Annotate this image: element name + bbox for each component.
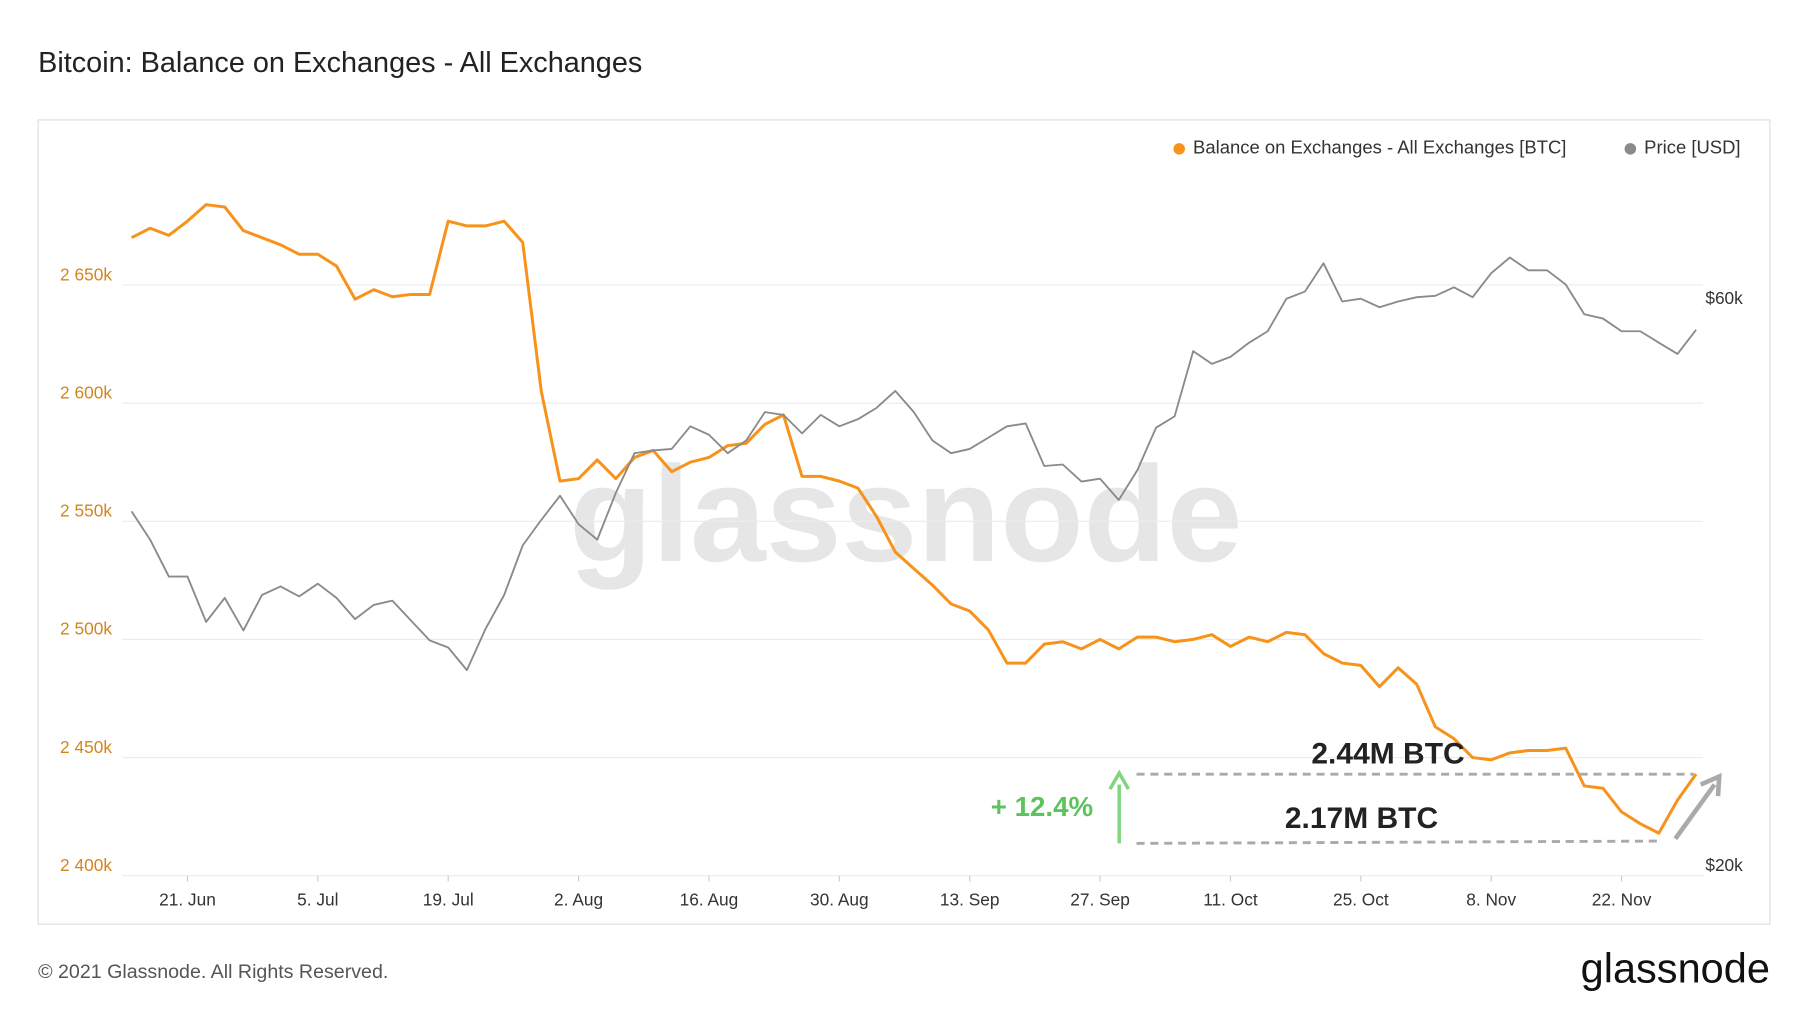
annotation-layer: 2.44M BTC 2.17M BTC + 12.4% (991, 738, 1722, 845)
x-tick-label: 27. Sep (1070, 890, 1130, 910)
x-tick-label: 16. Aug (680, 890, 739, 910)
x-tick-label: 30. Aug (810, 890, 869, 910)
y2-tick-label: $20k (1705, 855, 1743, 875)
x-tick-label: 11. Oct (1203, 890, 1258, 910)
legend-marker (1173, 143, 1185, 155)
x-tick-label: 19. Jul (423, 890, 474, 910)
annotation: 2.44M BTC (1311, 738, 1464, 771)
trend-arrow-head (1699, 772, 1722, 797)
watermark: glassnode (569, 438, 1242, 590)
x-tick-label: 22. Nov (1592, 890, 1652, 910)
x-tick-label: 13. Sep (940, 890, 1000, 910)
series-line (130, 256, 1697, 672)
annotation: 2.17M BTC (1285, 802, 1438, 835)
dashed-line (1136, 839, 1657, 845)
chart-title: Bitcoin: Balance on Exchanges - All Exch… (38, 47, 642, 79)
x-tick-label: 5. Jul (297, 890, 338, 910)
y-tick-label: 2 650k (60, 264, 112, 284)
x-tick-label: 21. Jun (159, 890, 216, 910)
legend-label: Balance on Exchanges - All Exchanges [BT… (1193, 137, 1566, 158)
logo: glassnode (1581, 944, 1770, 991)
y-tick-label: 2 400k (60, 855, 112, 875)
trend-arrow (1673, 783, 1717, 841)
legend-marker (1624, 143, 1637, 155)
x-tick-label: 8. Nov (1466, 890, 1516, 910)
chart-panel (37, 119, 1771, 925)
y-tick-label: 2 450k (60, 737, 112, 757)
y-tick-label: 2 500k (60, 619, 112, 639)
y-tick-label: 2 600k (60, 382, 112, 402)
y2-tick-label: $60k (1705, 288, 1743, 308)
y-tick-label: 2 550k (60, 501, 112, 521)
footer: © 2021 Glassnode. All Rights Reserved. (38, 961, 388, 983)
legend-label: Price [USD] (1644, 137, 1740, 158)
x-tick-label: 25. Oct (1333, 890, 1389, 910)
up-arrow-head (1108, 769, 1130, 791)
series-line (130, 203, 1698, 835)
x-tick-label: 2. Aug (554, 890, 603, 910)
annotation: + 12.4% (991, 791, 1093, 822)
